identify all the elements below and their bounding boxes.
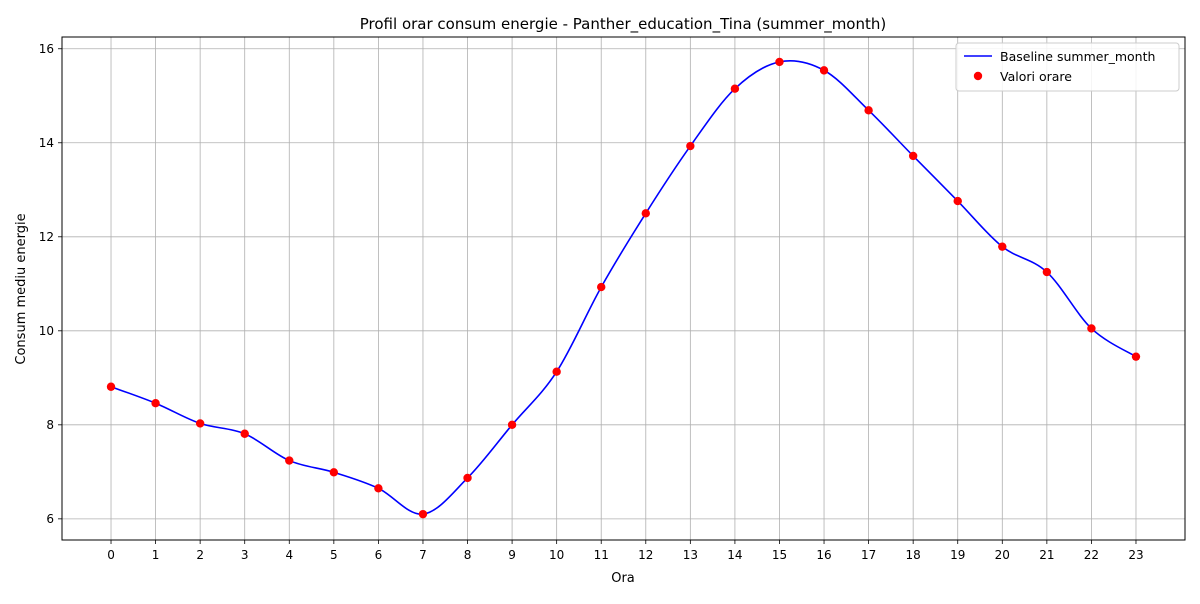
series-line-baseline	[110, 60, 1137, 515]
x-tick-label: 12	[638, 548, 653, 562]
chart-title: Profil orar consum energie - Panther_edu…	[360, 15, 886, 34]
x-tick-label: 8	[464, 548, 472, 562]
y-axis-label: Consum mediu energie	[14, 213, 29, 364]
data-point	[641, 209, 650, 218]
x-tick-label: 11	[594, 548, 609, 562]
x-tick-label: 13	[683, 548, 698, 562]
grid-layer	[62, 37, 1185, 540]
y-tick-label: 8	[46, 418, 54, 432]
legend-marker-swatch	[973, 71, 983, 81]
x-tick-label: 1	[152, 548, 160, 562]
x-axis-label: Ora	[611, 571, 635, 586]
legend-box	[955, 42, 1180, 92]
y-tick-label: 10	[39, 324, 54, 338]
x-tick-label: 18	[906, 548, 921, 562]
legend: Baseline summer_month Valori orare	[955, 42, 1180, 92]
x-tick-label: 21	[1039, 548, 1054, 562]
data-point	[953, 196, 962, 206]
data-point	[597, 282, 606, 292]
x-tick-label: 0	[107, 548, 115, 562]
x-tick-label: 20	[995, 548, 1010, 562]
x-tick-label: 14	[727, 548, 742, 562]
data-point	[730, 84, 740, 93]
x-tick-label: 15	[772, 548, 787, 562]
y-tick-label: 6	[46, 512, 54, 526]
data-point	[151, 399, 160, 408]
x-tick-label: 4	[285, 548, 293, 562]
x-tick-label: 9	[508, 548, 516, 562]
data-point	[240, 429, 249, 438]
data-point	[775, 57, 784, 67]
legend-label-values: Valori orare	[1000, 69, 1072, 84]
data-point	[195, 419, 205, 428]
data-point	[998, 242, 1007, 251]
data-point	[1042, 267, 1052, 277]
data-point	[285, 456, 294, 465]
x-tick-label: 7	[419, 548, 427, 562]
data-point	[686, 141, 695, 151]
data-point	[552, 367, 561, 376]
legend-label-baseline: Baseline summer_month	[1000, 49, 1155, 64]
data-point	[1087, 324, 1096, 333]
y-tick-label: 14	[39, 136, 54, 150]
x-tick-label: 2	[196, 548, 204, 562]
data-point	[864, 106, 873, 115]
x-tick-label: 10	[549, 548, 564, 562]
y-tick-label: 16	[39, 42, 54, 56]
x-tick-label: 6	[375, 548, 383, 562]
data-point	[463, 473, 472, 483]
x-tick-label: 5	[330, 548, 338, 562]
x-tick-label: 23	[1128, 548, 1143, 562]
x-tick-label: 17	[861, 548, 876, 562]
data-point	[908, 151, 918, 161]
x-tick-label: 16	[816, 548, 831, 562]
data-point	[1131, 352, 1141, 361]
data-point	[507, 420, 517, 430]
data-point	[329, 468, 339, 477]
data-point	[418, 509, 428, 519]
data-point	[374, 484, 383, 493]
x-tick-label: 19	[950, 548, 965, 562]
plot-frame	[61, 36, 1186, 541]
y-tick-label: 12	[39, 230, 54, 244]
data-point	[819, 66, 829, 75]
data-point	[106, 382, 116, 391]
x-tick-label: 3	[241, 548, 249, 562]
series-layer	[106, 57, 1141, 519]
x-tick-label: 22	[1084, 548, 1099, 562]
ticks-layer: 0 1 2 3 4 5 6 7 8 9 10 11 12 13 14 15 16 17 18 19 20 21 22 2368…	[39, 42, 1144, 562]
